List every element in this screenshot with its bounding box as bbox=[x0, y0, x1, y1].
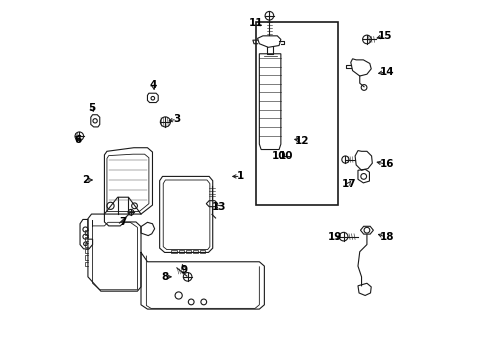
Text: 10: 10 bbox=[272, 150, 286, 161]
Bar bbox=[179, 249, 184, 253]
Text: 3: 3 bbox=[173, 114, 180, 124]
Text: 8: 8 bbox=[162, 272, 169, 282]
Text: 15: 15 bbox=[378, 31, 392, 41]
Text: 14: 14 bbox=[379, 67, 394, 77]
Text: 12: 12 bbox=[295, 136, 310, 145]
Text: 6: 6 bbox=[74, 135, 81, 145]
Text: 5: 5 bbox=[88, 103, 96, 113]
Text: 2: 2 bbox=[82, 175, 89, 185]
Text: 11: 11 bbox=[248, 18, 263, 28]
Text: 7: 7 bbox=[120, 217, 127, 227]
Text: 16: 16 bbox=[379, 159, 394, 169]
Text: 10: 10 bbox=[279, 150, 294, 161]
Bar bbox=[193, 249, 198, 253]
Bar bbox=[256, 22, 338, 205]
Bar bbox=[172, 249, 176, 253]
Text: 4: 4 bbox=[150, 80, 157, 90]
Bar bbox=[200, 249, 205, 253]
Text: 17: 17 bbox=[342, 179, 356, 189]
Text: 1: 1 bbox=[237, 171, 245, 181]
Text: 18: 18 bbox=[379, 232, 394, 242]
Text: 19: 19 bbox=[327, 232, 342, 242]
Text: 9: 9 bbox=[180, 265, 188, 275]
Bar bbox=[186, 249, 191, 253]
Text: 13: 13 bbox=[212, 202, 226, 212]
